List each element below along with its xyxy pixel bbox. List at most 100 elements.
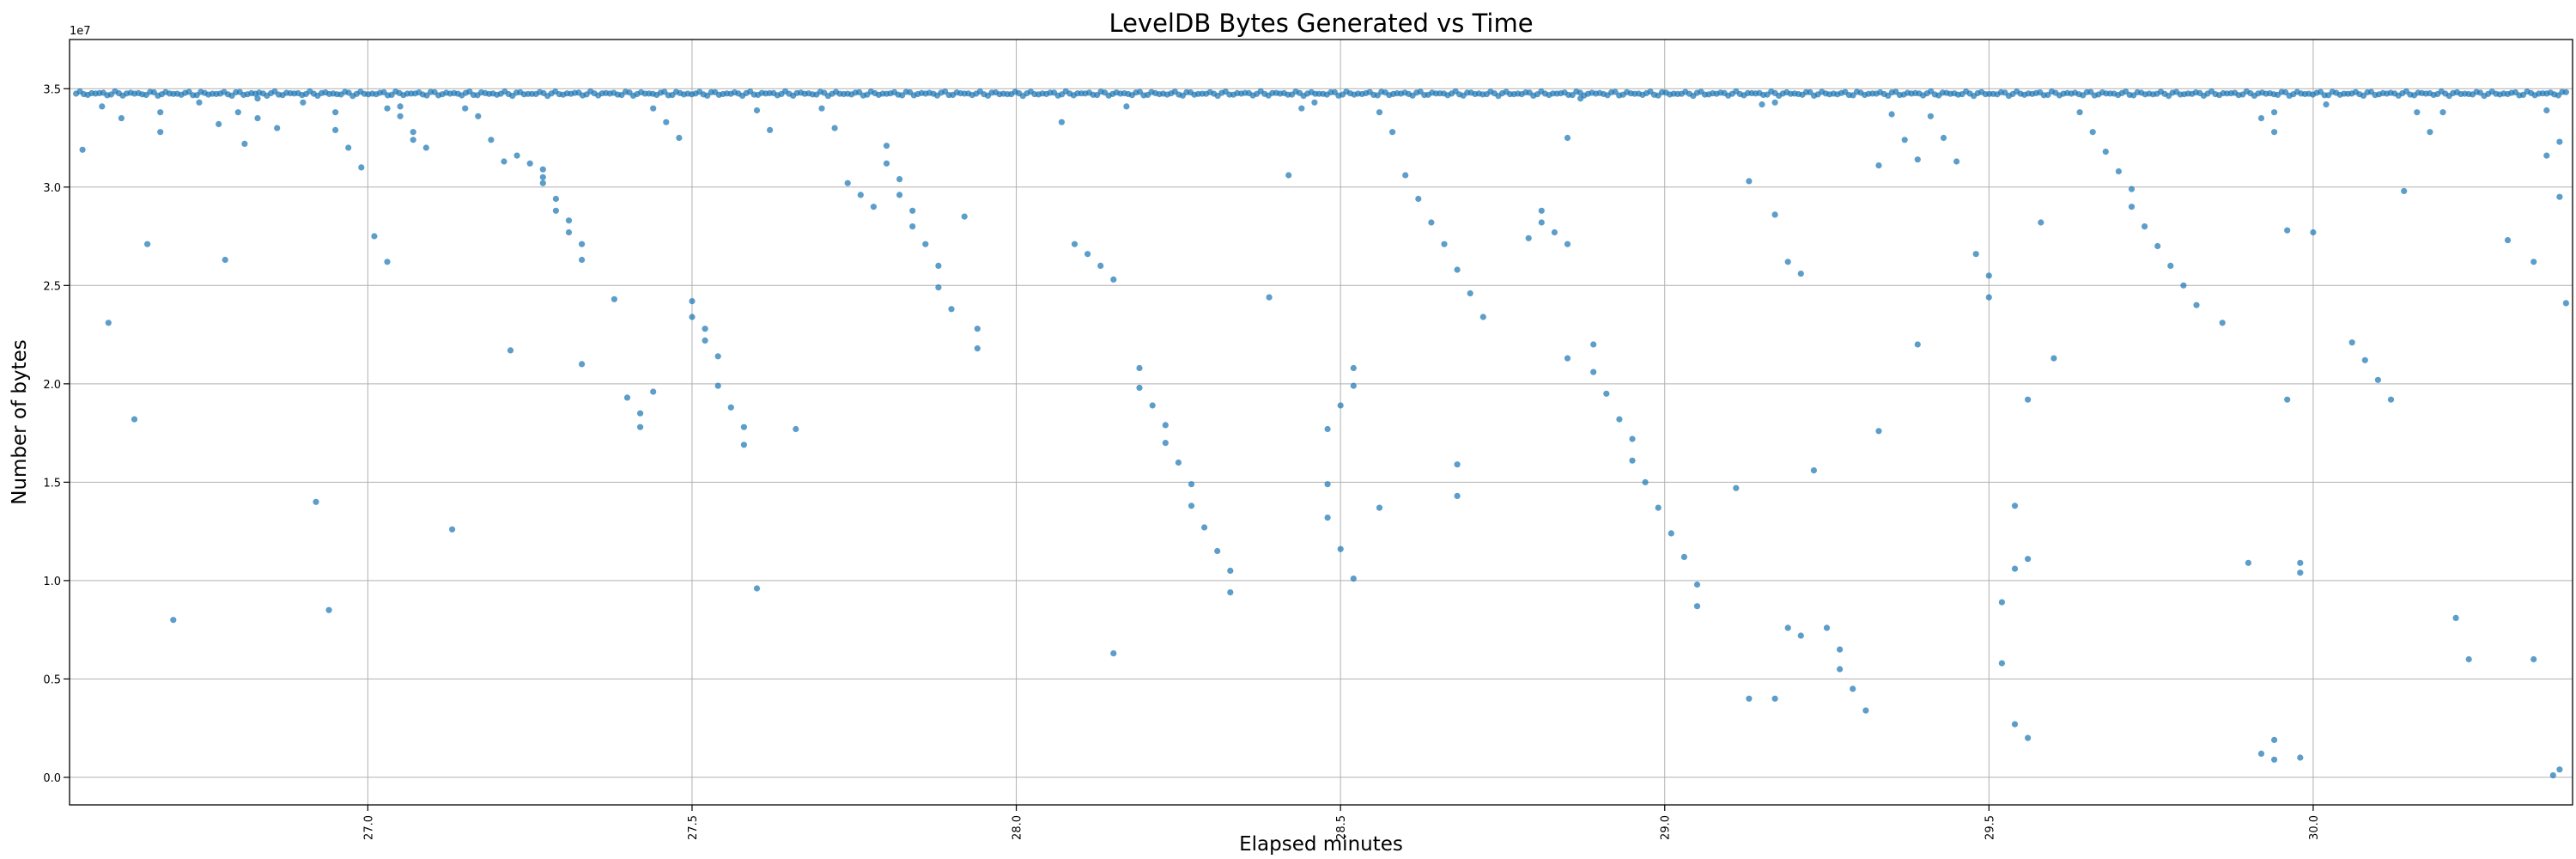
- data-point: [1324, 515, 1331, 521]
- data-point: [1612, 88, 1619, 95]
- data-point: [702, 326, 708, 332]
- data-point: [157, 109, 164, 116]
- data-point: [1298, 105, 1305, 112]
- data-point: [1784, 624, 1791, 631]
- data-point: [1266, 294, 1273, 301]
- data-point: [501, 158, 507, 165]
- data-point: [689, 314, 696, 320]
- data-point: [2543, 107, 2550, 114]
- data-point: [961, 213, 968, 220]
- data-point: [1603, 390, 1610, 397]
- data-point: [565, 217, 573, 224]
- data-point: [2556, 138, 2563, 145]
- data-point: [1311, 99, 1318, 106]
- data-point: [79, 146, 86, 153]
- data-point: [313, 498, 319, 505]
- data-point: [462, 105, 469, 112]
- data-point: [935, 284, 942, 291]
- data-point: [1985, 272, 1992, 279]
- data-point: [2025, 396, 2032, 403]
- data-point: [1136, 384, 1143, 391]
- data-point: [345, 144, 352, 151]
- data-point: [753, 585, 761, 592]
- data-point: [1837, 646, 1844, 653]
- data-point: [818, 105, 825, 112]
- data-point: [2011, 721, 2019, 728]
- data-point: [332, 109, 339, 116]
- y-axis-offset-label: 1e7: [70, 25, 91, 38]
- data-point: [1797, 271, 1804, 277]
- y-tick-label: 2.0: [43, 379, 61, 392]
- data-point: [118, 115, 125, 122]
- data-point: [371, 233, 378, 240]
- data-point: [2387, 396, 2395, 403]
- data-point: [300, 99, 307, 106]
- data-point: [2128, 204, 2136, 210]
- data-point: [1797, 632, 1804, 639]
- data-point: [552, 207, 560, 214]
- y-tick-label: 3.0: [43, 182, 61, 195]
- data-point: [222, 256, 228, 264]
- data-point: [475, 113, 482, 119]
- data-point: [1376, 109, 1383, 116]
- data-point: [1350, 382, 1357, 389]
- data-point: [637, 410, 644, 417]
- data-point: [1058, 119, 1065, 125]
- data-point: [397, 113, 404, 119]
- data-point: [1110, 650, 1117, 657]
- data-point: [663, 119, 670, 125]
- data-point: [2050, 355, 2057, 362]
- data-point: [2297, 559, 2304, 566]
- data-point: [507, 347, 514, 354]
- data-point: [909, 207, 916, 214]
- data-point: [2465, 655, 2472, 663]
- data-point: [170, 617, 177, 624]
- data-point: [2076, 109, 2083, 116]
- data-point: [974, 326, 981, 332]
- data-point: [410, 137, 416, 143]
- data-point: [1525, 235, 1532, 241]
- data-point: [131, 416, 138, 423]
- data-point: [1084, 251, 1091, 258]
- data-point: [793, 425, 799, 433]
- data-point: [325, 606, 332, 613]
- data-point: [740, 423, 748, 430]
- data-point: [2245, 559, 2251, 566]
- data-point: [896, 192, 903, 198]
- data-point: [1071, 241, 1078, 247]
- data-point: [2297, 570, 2304, 576]
- data-point: [513, 152, 520, 159]
- data-point: [2530, 259, 2537, 265]
- data-point: [1188, 481, 1195, 488]
- data-point: [1564, 134, 1571, 142]
- data-point: [1862, 707, 1869, 714]
- data-point: [216, 120, 222, 128]
- data-point: [2374, 376, 2381, 383]
- data-point: [105, 320, 112, 326]
- data-point: [397, 103, 404, 110]
- data-point: [2556, 193, 2563, 200]
- axis-ticks: 27.0 27.5 28.0 28.5 29.0 29.5 30.0 0.0 0.5 1.0 1.5…: [43, 83, 2321, 840]
- data-point: [1810, 467, 1817, 474]
- data-point: [2361, 356, 2368, 363]
- x-tick-label: 27.0: [362, 815, 375, 840]
- data-point: [714, 353, 721, 360]
- data-point: [565, 228, 573, 236]
- y-tick-label: 0.5: [43, 673, 61, 686]
- data-point: [579, 241, 586, 247]
- data-point: [1285, 172, 1292, 179]
- data-point: [2284, 396, 2291, 403]
- x-tick-label: 28.0: [1012, 815, 1024, 840]
- data-point: [2271, 109, 2278, 116]
- data-point: [1454, 461, 1461, 468]
- chart-title: LevelDB Bytes Generated vs Time: [1109, 9, 1533, 38]
- data-point: [2401, 187, 2408, 194]
- data-point: [714, 382, 721, 389]
- data-point: [909, 223, 916, 230]
- data-point: [196, 99, 203, 106]
- data-point: [1680, 553, 1687, 561]
- data-point: [2025, 556, 2032, 563]
